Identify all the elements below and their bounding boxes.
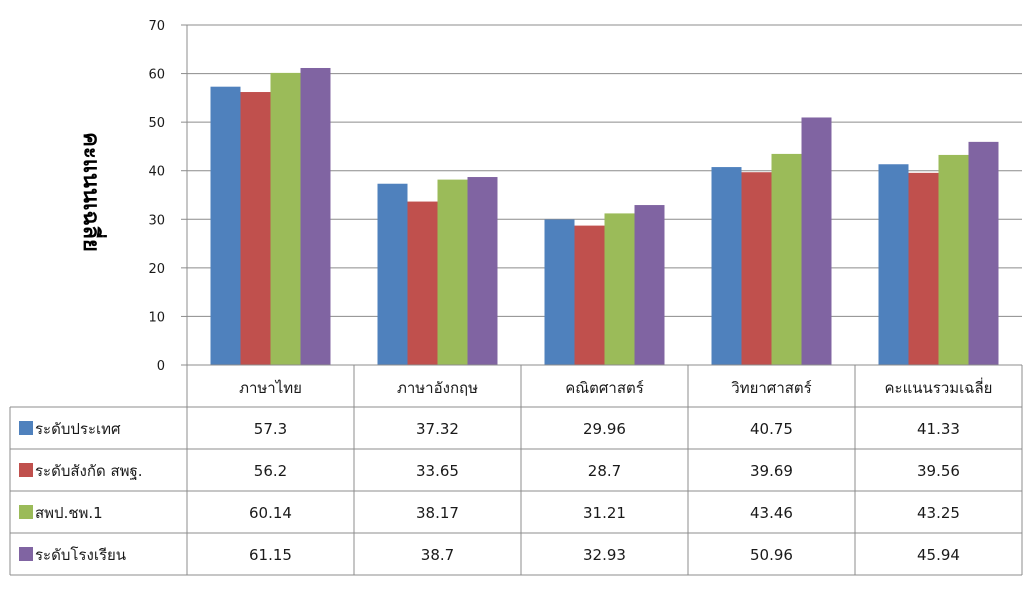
bar <box>741 172 772 365</box>
legend-entry: ระดับสังกัด สพฐ. <box>35 462 143 480</box>
data-label: 57.3 <box>254 420 287 438</box>
y-tick-label: 10 <box>148 310 165 325</box>
bar <box>604 213 635 365</box>
data-label: 43.25 <box>917 504 960 522</box>
data-label: 43.46 <box>750 504 793 522</box>
y-tick-label: 40 <box>148 165 165 180</box>
y-tick-label: 70 <box>148 19 165 34</box>
legend-entry: สพป.ชพ.1 <box>35 504 103 522</box>
x-tick-label: คะแนนรวมเฉลี่ย <box>885 377 993 397</box>
bar <box>467 177 498 365</box>
bar <box>711 167 742 365</box>
bar <box>574 225 605 365</box>
y-tick-label: 0 <box>157 359 165 374</box>
x-tick-label: คณิตศาสตร์ <box>565 379 644 397</box>
data-label: 33.65 <box>416 462 459 480</box>
legend-key <box>19 463 33 477</box>
data-label: 31.21 <box>583 504 626 522</box>
data-label: 32.93 <box>583 546 626 564</box>
data-label: 38.7 <box>421 546 454 564</box>
data-label: 56.2 <box>254 462 287 480</box>
x-tick-label: วิทยาศาสตร์ <box>731 379 812 397</box>
bar <box>300 67 331 365</box>
y-axis-label: คะแนนเฉลี่ย <box>78 132 108 252</box>
y-tick-label: 20 <box>148 262 165 277</box>
y-tick-label: 60 <box>148 68 165 83</box>
data-label: 29.96 <box>583 420 626 438</box>
data-label: 37.32 <box>416 420 459 438</box>
data-label: 40.75 <box>750 420 793 438</box>
bar <box>544 219 575 365</box>
data-label: 39.69 <box>750 462 793 480</box>
bar <box>377 183 408 365</box>
bar <box>908 172 939 365</box>
data-label: 39.56 <box>917 462 960 480</box>
data-label: 41.33 <box>917 420 960 438</box>
y-tick-label: 50 <box>148 116 165 131</box>
axes <box>186 25 1022 575</box>
data-table: ภาษาไทย ภาษาอังกฤษ คณิตศาสตร์ วิทยาศาสตร์ คะ… <box>9 365 1023 576</box>
bar <box>801 117 832 365</box>
y-axis-ticks: 0 10 20 30 40 50 60 70 <box>148 19 187 374</box>
legend-entry: ระดับประเทศ <box>35 420 121 438</box>
data-label: 60.14 <box>249 504 292 522</box>
legend-key <box>19 421 33 435</box>
bar <box>240 92 271 366</box>
legend-key <box>19 547 33 561</box>
bar <box>968 141 999 365</box>
data-label: 38.17 <box>416 504 459 522</box>
bar <box>407 201 438 365</box>
bar <box>878 164 909 365</box>
bar <box>634 205 665 365</box>
bar <box>270 72 301 366</box>
data-label: 50.96 <box>750 546 793 564</box>
legend-key <box>19 505 33 519</box>
bar <box>210 86 241 365</box>
bars <box>210 67 999 366</box>
bar <box>771 153 802 365</box>
data-label: 45.94 <box>917 546 960 564</box>
bar <box>437 179 468 365</box>
legend-entry: ระดับโรงเรียน <box>35 546 126 564</box>
data-label: 61.15 <box>249 546 292 564</box>
x-tick-label: ภาษาอังกฤษ <box>397 379 478 397</box>
x-tick-label: ภาษาไทย <box>239 379 302 397</box>
data-label: 28.7 <box>588 462 621 480</box>
bar <box>938 154 969 365</box>
y-tick-label: 30 <box>148 213 165 228</box>
